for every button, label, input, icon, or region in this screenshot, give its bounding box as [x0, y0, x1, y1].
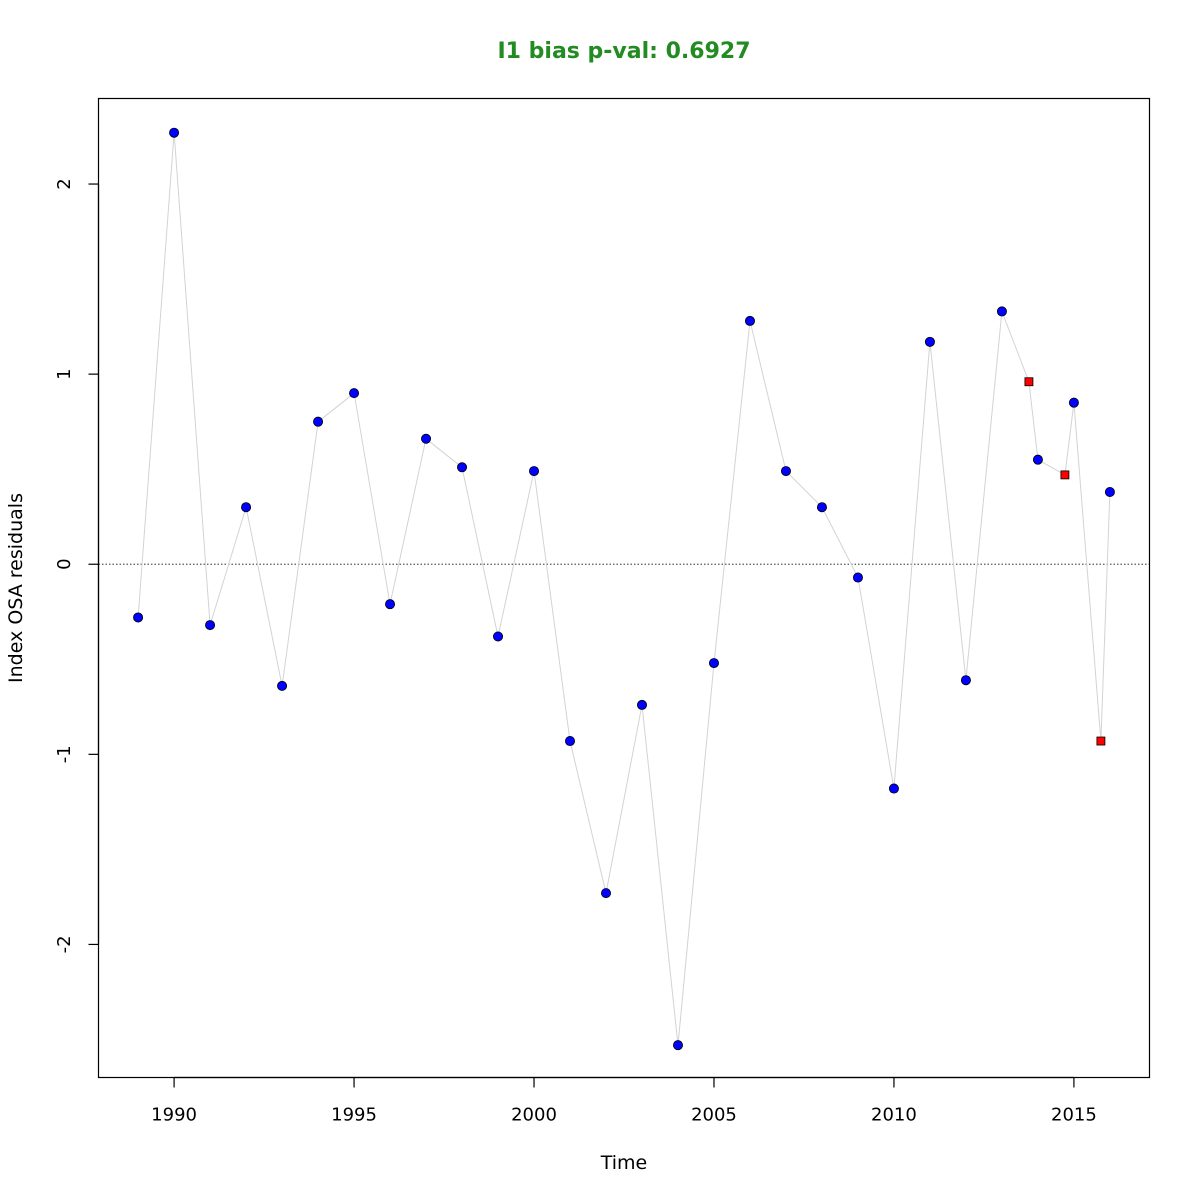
y-tick-label: 2	[54, 178, 75, 189]
data-point	[780, 466, 791, 477]
x-tick-label: 2005	[691, 1105, 737, 1126]
data-point	[169, 127, 180, 138]
data-point	[421, 433, 432, 444]
data-point	[529, 466, 540, 477]
data-point	[241, 502, 252, 513]
data-point	[816, 502, 827, 513]
data-point	[1068, 397, 1079, 408]
data-point-square	[1060, 470, 1070, 480]
data-point	[601, 888, 612, 899]
data-point	[888, 783, 899, 794]
data-point	[1104, 487, 1115, 498]
chart-title: I1 bias p-val: 0.6927	[498, 39, 751, 64]
data-point	[313, 416, 324, 427]
x-tick-label: 1995	[331, 1105, 377, 1126]
data-point	[924, 336, 935, 347]
data-point	[636, 699, 647, 710]
plot-area	[98, 127, 1150, 1051]
data-point	[852, 572, 863, 583]
data-point	[1032, 454, 1043, 465]
y-tick-label: -1	[54, 745, 75, 763]
data-point	[708, 658, 719, 669]
data-point-square	[1024, 377, 1034, 387]
data-point	[996, 306, 1007, 317]
data-point	[349, 388, 360, 399]
data-point	[960, 675, 971, 686]
plot-frame	[97, 97, 1151, 1079]
data-point	[565, 736, 576, 747]
data-point	[205, 620, 216, 631]
data-point	[457, 462, 468, 473]
x-tick-label: 2010	[871, 1105, 917, 1126]
data-point	[133, 612, 144, 623]
x-axis-label: Time	[600, 1152, 648, 1174]
y-tick-label: -2	[54, 935, 75, 953]
data-point	[385, 599, 396, 610]
data-point	[744, 315, 755, 326]
data-point	[493, 631, 504, 642]
data-point	[672, 1040, 683, 1051]
y-axis: -2 -1 0 1 2	[54, 178, 100, 953]
y-axis-label: Index OSA residuals	[5, 493, 27, 683]
x-tick-label: 1990	[151, 1105, 197, 1126]
x-axis: 1990 1995 2000 2005 2010 2015	[151, 1076, 1097, 1126]
x-tick-label: 2000	[511, 1105, 557, 1126]
x-tick-label: 2015	[1051, 1105, 1097, 1126]
y-tick-label: 0	[54, 558, 75, 569]
data-point-square	[1096, 736, 1106, 746]
data-point	[277, 680, 288, 691]
y-tick-label: 1	[54, 368, 75, 379]
connector-line	[137, 132, 1111, 1046]
